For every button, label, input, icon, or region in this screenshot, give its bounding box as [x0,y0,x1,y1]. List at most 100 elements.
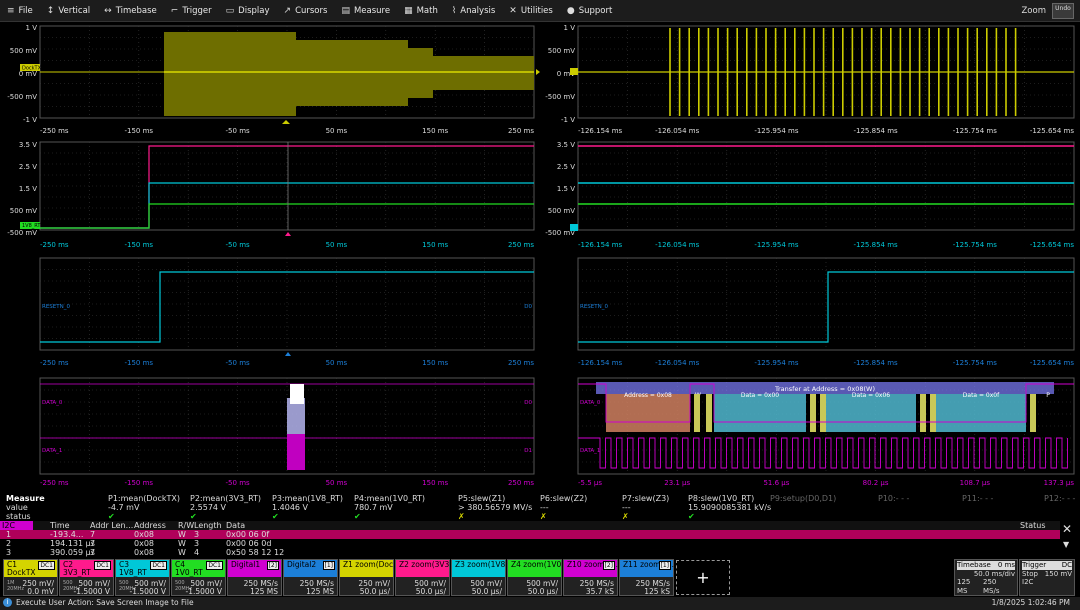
z1-ground-marker[interactable] [570,68,578,75]
bus-transfer-bar [596,382,1054,394]
bus-segment [714,394,806,432]
zoom-button[interactable]: Zoom [1021,6,1046,16]
math-menu[interactable]: ▦ Math [397,0,445,22]
i2c-decode-table[interactable]: I2C Time Addr Len... Address R/W Length Data St… [0,521,1060,557]
timebase-menu[interactable]: ↔ Timebase [97,0,164,22]
x-axis-tick-label: 250 ms [508,241,534,249]
channel-descriptor-11[interactable]: Z10 zoom(D... [2] 250 MS/s 35.7 kS [563,559,620,596]
c1-ground-marker[interactable] [20,64,40,71]
c4-trace [40,203,534,229]
channel-coupling-badge: DC1 [206,561,223,570]
measure-menu-label: Measure [353,5,391,16]
channel-descriptor-7[interactable]: Z1 zoom(Doc... 250 mV/50.0 µs/ [339,559,400,596]
x-axis-tick-label: -126.054 ms [655,241,700,249]
x-axis-tick-label: -125.654 ms [1030,359,1075,367]
trigger-descriptor[interactable]: Trigger DC Stop 150 mV I2C [1019,559,1075,596]
decode-header-cell[interactable]: Data [226,521,246,530]
channel-descriptor-9[interactable]: Z3 zoom(1V8... 500 mV/50.0 µs/ [451,559,512,596]
channel-descriptor-3[interactable]: C3 1V8_RT DC1 500 20MHz 500 mV/-1.5000 V [115,559,170,596]
x-axis-tick-label: 51.6 µs [763,479,789,487]
data1-label: DATA_1 [42,448,62,454]
analysis-menu[interactable]: ⌇ Analysis [445,0,502,22]
display-menu[interactable]: ▭ Display [219,0,277,22]
add-channel-button[interactable]: + [676,560,730,595]
decode-scroll-down-icon[interactable]: ▼ [1063,540,1070,549]
trigger-menu[interactable]: ⌐ Trigger [164,0,219,22]
decode-header-cell[interactable]: Status [1020,521,1046,530]
status-bar: i Execute User Action: Save Screen Image… [0,597,1080,610]
decode-row[interactable]: 3 390.059 µs 7 0x08 W 4 0x50 58 12 12 [0,548,1060,557]
waveform-grid-i2c-decode[interactable]: Transfer at Address = 0x08(W) Address = 0… [540,370,1080,494]
channel-title: Z3 zoom(1V8... [452,560,512,577]
channel-title: Z4 zoom(1V0... [508,560,568,577]
utilities-menu[interactable]: ✕ Utilities [502,0,560,22]
waveform-grid-digital2[interactable]: RESETN_0 D0 -250 ms -150 ms -50 ms 50 ms 150 m… [0,250,540,370]
m-st-cell: ✔ [272,512,279,521]
decode-header-cell[interactable]: Address [134,521,166,530]
resetn-channel-label: D0 [524,304,532,310]
x-axis-tick-label: -250 ms [40,241,69,249]
x-axis-tick-label: -125.854 ms [854,241,899,249]
x-axis-tick-label: -126.154 ms [578,359,623,367]
channel-offset: -1.5000 V [129,587,166,596]
m-hdr-cell: P8:slew(1V0_RT) [688,494,755,503]
bus-segment-label: Data = 0x00 [741,392,779,399]
z3-ground-marker[interactable] [570,224,578,231]
decode-row[interactable]: 1 -193.4... 7 0x08 W 3 0x00 06 0f [0,530,1060,539]
x-axis-tick-label: 150 ms [422,127,448,135]
i2c-burst-label [290,384,304,404]
channel-descriptor-8[interactable]: Z2 zoom(3V3... 500 mV/50.0 µs/ [395,559,456,596]
decode-cell: 3 [194,539,200,548]
vertical-menu[interactable]: ↕ Vertical [40,0,97,22]
c4-ground-marker[interactable] [20,222,40,229]
m-val-cell: > 380.56579 MV/s [458,503,533,512]
timebase-descriptor[interactable]: Timebase 0 ms 50.0 ms/div 125 MS 250 MS/s [954,559,1018,596]
file-menu[interactable]: ≡ File [0,0,40,22]
undo-button[interactable]: Undo [1052,3,1074,19]
channel-descriptor-2[interactable]: C2 3V3_RT DC1 500 20MHz 500 mV/-1.5000 V [59,559,114,596]
x-axis-tick-label: -125.754 ms [953,241,998,249]
support-menu[interactable]: ● Support [560,0,619,22]
c1-trace-burst [164,32,296,116]
x-axis-tick-label: -126.054 ms [655,127,700,135]
decode-cell: W [178,548,186,557]
decode-header-cell[interactable]: I2C [0,521,34,530]
channel-coupling-badge: [2] [602,561,615,570]
status-datetime: 1/8/2025 1:02:46 PM [991,598,1070,607]
cursors-menu[interactable]: ↗ Cursors [277,0,335,22]
x-axis-tick-label: -50 ms [226,479,250,487]
decode-close-icon[interactable]: ✕ [1062,522,1073,536]
x-axis-tick-label: -250 ms [40,479,69,487]
x-axis-tick-label: -125.654 ms [1030,241,1075,249]
y-axis-tick-label: 1.5 V [19,185,37,193]
channel-descriptor-5[interactable]: Digital1 [2] 250 MS/s 125 MS [227,559,282,596]
decode-header-cell[interactable]: R/W [178,521,195,530]
waveform-grid-c1[interactable]: 1 V 500 mV 0 mV -500 mV -1 V DockTX -250 ms -15… [0,22,540,136]
channel-descriptor-10[interactable]: Z4 zoom(1V0... 500 mV/50.0 µs/ [507,559,568,596]
decode-header-cell[interactable]: Addr Len... [90,521,134,530]
waveform-grid-zoom-power[interactable]: 3.5 V 2.5 V 1.5 V 500 mV -500 mV-126.154 ms -… [540,136,1080,250]
decode-header-cell[interactable]: Length [194,521,222,530]
waveform-grid-z1[interactable]: 1 V 500 mV 0 mV -500 mV -1 V-126.154 ms -126.… [540,22,1080,136]
measure-menu[interactable]: ▤ Measure [334,0,397,22]
channel-descriptor-6[interactable]: Digital2 [1] 250 MS/s 125 MS [283,559,338,596]
decode-cell: 7 [90,539,96,548]
channel-descriptor-4[interactable]: C4 1V0_RT DC1 500 20MHz 500 mV/-1.5000 V [171,559,226,596]
channel-descriptor-12[interactable]: Z11 zoom(D... [1] 250 MS/s 125 kS [619,559,676,596]
x-axis-tick-label: -250 ms [40,359,69,367]
decode-row[interactable]: 2 194.131 µs 7 0x08 W 3 0x00 06 0d [0,539,1060,548]
m-hdr-cell: P12:- - - [1044,494,1076,503]
bus-segment [826,394,916,432]
waveform-grid-z11[interactable]: RESETN_0 -126.154 ms -126.054 ms -125.954 m… [540,250,1080,370]
decode-cell: 3 [6,548,12,557]
waveform-grid-digital1[interactable]: DATA_0 DATA_1 D0 D1 -250 ms -150 ms -50 ms 50 m… [0,370,540,494]
x-axis-tick-label: 50 ms [326,127,348,135]
m-val-cell: 15.9090085381 kV/s [688,503,772,512]
decode-header-cell[interactable]: Time [50,521,70,530]
m-hdr-cell: P2:mean(3V3_RT) [190,494,262,503]
m-st-cell: ✔ [190,512,197,521]
y-axis-tick-label: 500 mV [10,47,37,55]
cursors-menu-label: Cursors [295,5,328,16]
channel-descriptor-1[interactable]: C1 DockTX DC1 1M 20MHz 250 mV/0.0 mV [3,559,58,596]
